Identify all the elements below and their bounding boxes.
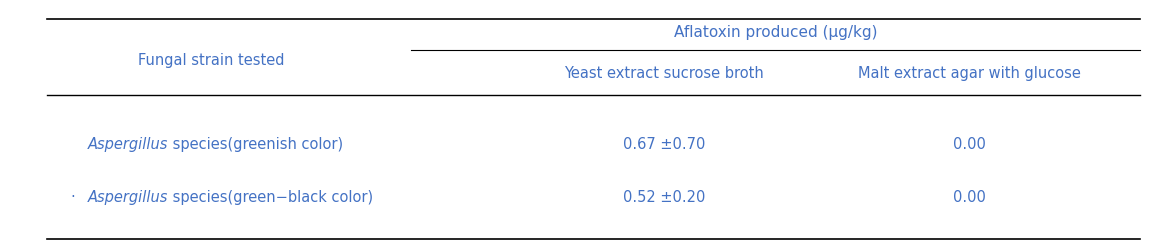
Text: ·: · xyxy=(70,189,75,204)
Text: Aspergillus: Aspergillus xyxy=(88,136,168,151)
Text: Yeast extract sucrose broth: Yeast extract sucrose broth xyxy=(564,66,764,81)
Text: Fungal strain tested: Fungal strain tested xyxy=(139,53,284,68)
Text: Aflatoxin produced (μg/kg): Aflatoxin produced (μg/kg) xyxy=(673,25,878,40)
Text: Malt extract agar with glucose: Malt extract agar with glucose xyxy=(858,66,1081,81)
Text: 0.67 ±0.70: 0.67 ±0.70 xyxy=(623,136,705,151)
Text: Aspergillus: Aspergillus xyxy=(88,189,168,204)
Text: species(green−black color): species(green−black color) xyxy=(168,189,374,204)
Text: 0.00: 0.00 xyxy=(953,136,986,151)
Text: 0.00: 0.00 xyxy=(953,189,986,204)
Text: 0.52 ±0.20: 0.52 ±0.20 xyxy=(623,189,705,204)
Text: species(greenish color): species(greenish color) xyxy=(168,136,343,151)
